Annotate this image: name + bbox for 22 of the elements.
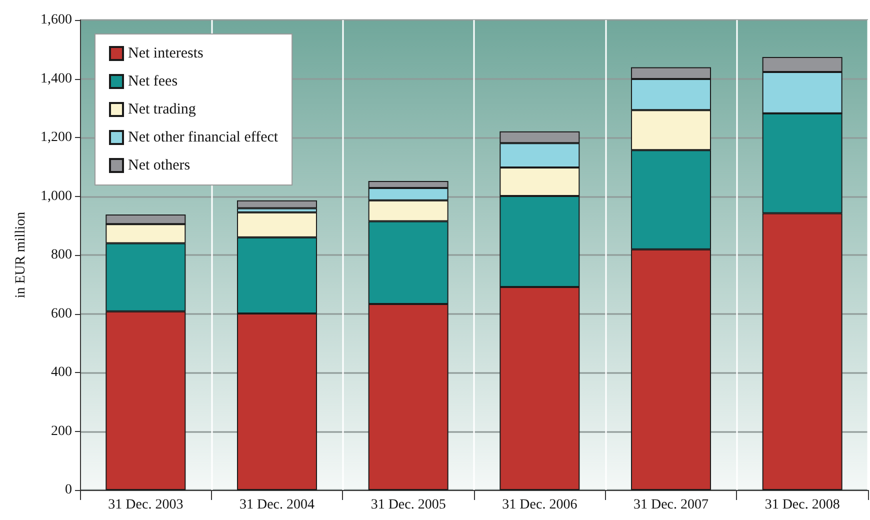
y-tick-label: 800 bbox=[51, 248, 72, 262]
x-tick-label: 31 Dec. 2003 bbox=[108, 498, 184, 512]
y-tick-label: 400 bbox=[51, 365, 72, 380]
x-tick-label: 31 Dec. 2004 bbox=[239, 498, 315, 512]
y-tick-label: 1,000 bbox=[40, 188, 72, 204]
y-axis-title: in EUR million bbox=[14, 212, 28, 298]
y-tick-label: 200 bbox=[51, 424, 72, 439]
legend-label: Net others bbox=[128, 158, 190, 174]
legend-label: Net trading bbox=[128, 102, 196, 118]
y-tick-label: 1,600 bbox=[40, 12, 72, 28]
legend-label: Net fees bbox=[128, 74, 178, 90]
y-tick-label: 600 bbox=[51, 306, 72, 322]
y-tick-label: 0 bbox=[65, 482, 72, 498]
x-tick-label: 31 Dec. 2008 bbox=[764, 498, 840, 512]
x-tick-label: 31 Dec. 2007 bbox=[633, 498, 709, 512]
y-tick-label: 1,200 bbox=[40, 130, 72, 145]
y-tick-label: 1,400 bbox=[40, 71, 72, 86]
legend-label: Net interests bbox=[128, 46, 204, 62]
bar bbox=[237, 200, 317, 208]
x-tick-label: 31 Dec. 2005 bbox=[370, 498, 446, 512]
x-tick-label: 31 Dec. 2006 bbox=[502, 498, 578, 512]
legend-label: Net other financial effect bbox=[128, 130, 279, 146]
